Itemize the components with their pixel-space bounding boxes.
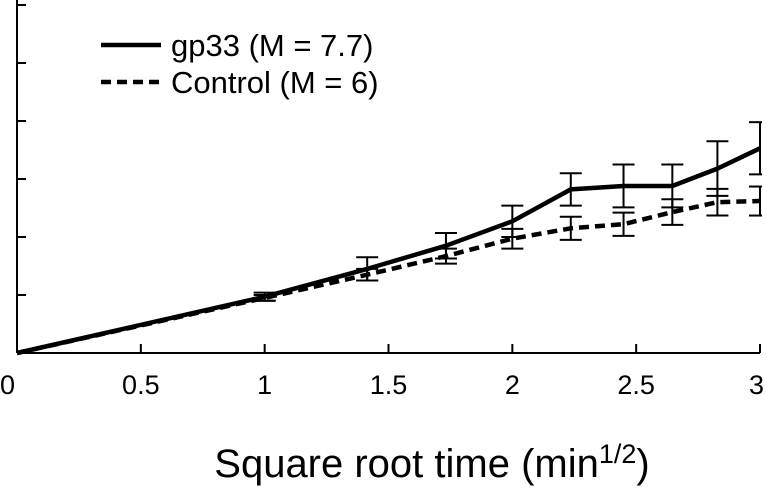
error-bar-control: [501, 227, 524, 250]
error-bar-control: [661, 198, 684, 226]
error-bar-control: [434, 247, 457, 265]
error-bar-control: [612, 211, 635, 237]
error-bar-control: [559, 215, 582, 241]
error-bar-control: [706, 187, 729, 217]
series-line-control: [16, 198, 761, 356]
x-tick-label: 2.5: [617, 370, 655, 400]
series-layer: [16, 146, 761, 356]
error-bar-gp33: [706, 140, 729, 197]
series-line-gp33: [16, 146, 761, 356]
error-bar-gp33: [559, 172, 582, 207]
errorbar-layer: [253, 121, 762, 302]
x-tick-label: 3: [749, 370, 764, 400]
x-axis-title: Square root time (min1/2): [214, 439, 649, 486]
x-tick-label: 1.5: [370, 370, 408, 400]
error-bar-gp33: [749, 121, 762, 176]
x-axis-title-suffix: ): [636, 442, 649, 486]
error-bar-gp33: [612, 163, 635, 209]
axes: [16, 0, 761, 354]
x-tick-labels: 0 0.5 1 1.5 2 2.5 3: [0, 370, 764, 400]
error-bar-control: [253, 294, 276, 302]
x-tick-label: 2: [505, 370, 520, 400]
legend: gp33 (M = 7.7)Control (M = 6): [101, 28, 379, 100]
error-bar-control: [749, 185, 762, 217]
x-tick-label: 0.5: [122, 370, 160, 400]
legend-label-gp33: gp33 (M = 7.7): [171, 28, 373, 63]
x-axis-title-main: Square root time (min: [214, 442, 599, 486]
legend-label-control: Control (M = 6): [171, 65, 379, 100]
error-bar-control: [356, 267, 379, 282]
x-axis-title-superscript: 1/2: [599, 439, 637, 469]
x-tick-label: 1: [257, 370, 272, 400]
x-tick-label: 0: [0, 370, 15, 400]
